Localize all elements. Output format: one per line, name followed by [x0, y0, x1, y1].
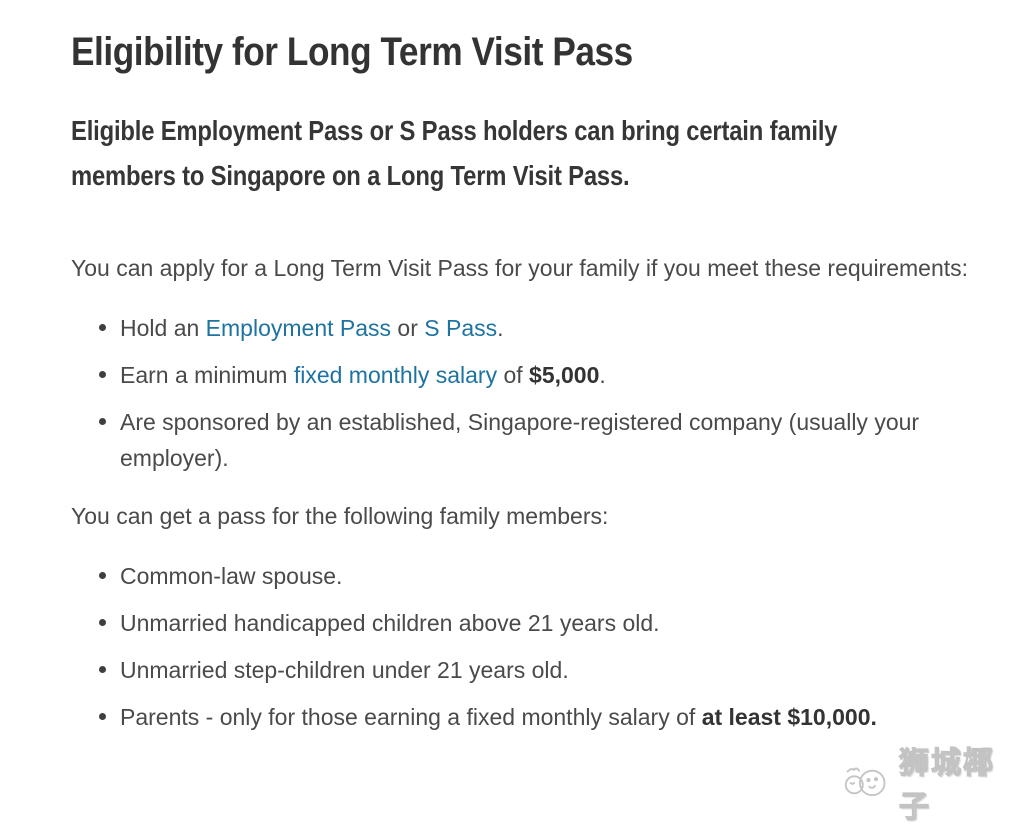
text: Unmarried step-children under 21 years o… — [120, 657, 569, 683]
text: Common-law spouse. — [120, 563, 343, 589]
text: . — [497, 315, 504, 341]
lede-line: members to Singapore on a Long Term Visi… — [71, 160, 630, 191]
watermark: 狮城椰子 — [842, 738, 1020, 826]
text: of — [497, 362, 530, 388]
intro-family-members-text: You can get a pass for the following fam… — [71, 503, 609, 529]
list-item: Unmarried handicapped children above 21 … — [99, 605, 995, 641]
page-lede: Eligible Employment Pass or S Pass holde… — [71, 108, 995, 198]
text: Hold an — [120, 315, 206, 341]
s-pass-link[interactable]: S Pass — [424, 315, 498, 341]
list-item: Hold an Employment Pass or S Pass. — [99, 310, 995, 346]
bold-text: at least $10,000. — [701, 704, 877, 730]
list-item: Unmarried step-children under 21 years o… — [99, 652, 995, 688]
text: or — [391, 315, 425, 341]
requirements-list: Hold an Employment Pass or S Pass. Earn a… — [71, 310, 995, 476]
family-members-list: Common-law spouse. Unmarried handicapped … — [71, 558, 995, 735]
list-item: Common-law spouse. — [99, 558, 995, 594]
intro-requirements-text: You can apply for a Long Term Visit Pass… — [71, 255, 969, 281]
page-title: Eligibility for Long Term Visit Pass — [71, 30, 633, 74]
fixed-monthly-salary-link[interactable]: fixed monthly salary — [293, 362, 498, 388]
watermark-label: 狮城椰子 — [898, 746, 996, 824]
text: Parents - only for those earning a fixed… — [120, 704, 702, 730]
text: . — [599, 362, 606, 388]
list-item: Earn a minimum fixed monthly salary of $… — [99, 357, 995, 393]
lede-line: Eligible Employment Pass or S Pass holde… — [71, 115, 838, 146]
list-item: Are sponsored by an established, Singapo… — [99, 404, 995, 476]
bold-text: $5,000 — [529, 362, 600, 388]
text: Earn a minimum — [120, 362, 294, 388]
list-item: Parents - only for those earning a fixed… — [99, 699, 995, 735]
text: Are sponsored by an established, Singapo… — [120, 409, 920, 471]
article-content: Eligibility for Long Term Visit Pass Eli… — [0, 28, 995, 735]
text: Unmarried handicapped children above 21 … — [120, 610, 660, 636]
employment-pass-link[interactable]: Employment Pass — [205, 315, 392, 341]
coconut-mascot-icon — [844, 767, 886, 797]
